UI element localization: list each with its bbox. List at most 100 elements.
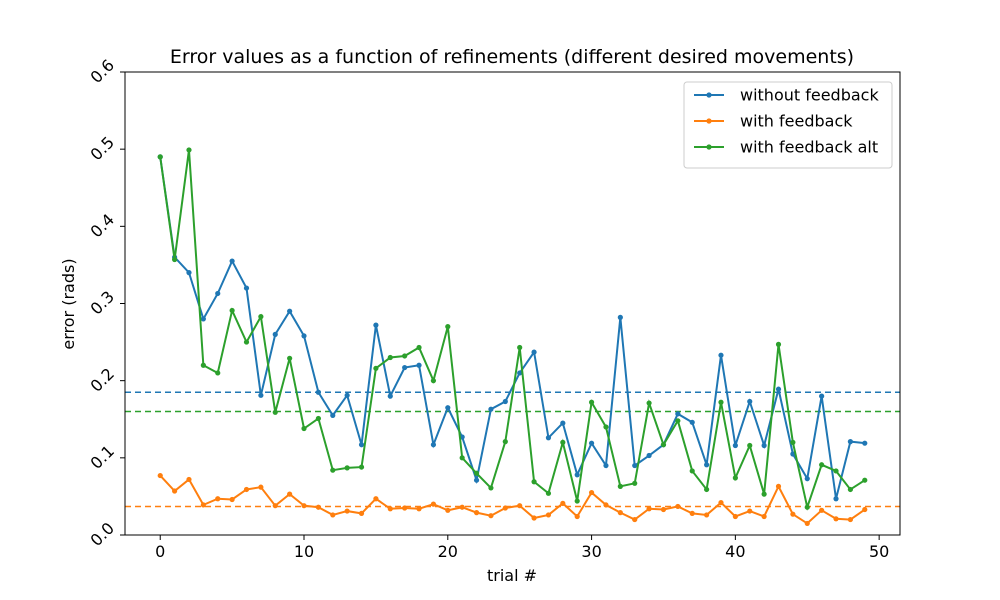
data-point — [545, 490, 552, 496]
data-point — [775, 341, 782, 347]
legend-label: without feedback — [740, 86, 879, 105]
y-tick-label: 0.4 — [87, 210, 118, 241]
data-point — [732, 475, 738, 481]
data-point — [632, 480, 638, 486]
data-point — [819, 507, 825, 513]
data-point — [330, 412, 336, 418]
data-point — [732, 442, 738, 449]
data-point — [445, 507, 451, 513]
data-point — [287, 355, 293, 361]
data-point — [358, 510, 365, 516]
data-point — [258, 392, 264, 398]
data-point — [358, 464, 365, 470]
data-point — [847, 516, 853, 523]
series-line-1 — [159, 474, 866, 525]
data-point — [186, 270, 192, 276]
data-point — [704, 486, 710, 493]
data-point — [603, 462, 609, 469]
y-tick-label: 0.6 — [87, 56, 118, 87]
data-point — [315, 389, 321, 395]
data-point — [243, 339, 250, 345]
series-line-0 — [159, 156, 865, 499]
data-point — [747, 398, 753, 405]
data-point — [574, 498, 580, 504]
data-point — [747, 442, 753, 449]
legend-marker — [706, 144, 712, 150]
data-point — [617, 483, 623, 489]
legend-label: with feedback alt — [740, 138, 878, 157]
legend-marker — [706, 92, 712, 98]
data-point — [646, 452, 652, 459]
data-point — [172, 488, 178, 494]
y-axis-label: error (rads) — [59, 258, 78, 349]
data-point — [862, 440, 868, 446]
data-point — [588, 440, 595, 446]
data-point — [689, 419, 695, 425]
data-point — [646, 506, 652, 512]
data-point — [387, 354, 393, 361]
data-point — [186, 147, 192, 153]
series-line-2 — [159, 149, 866, 511]
data-point — [574, 472, 580, 478]
data-point — [430, 442, 437, 448]
data-point — [660, 506, 667, 513]
data-point — [344, 392, 350, 398]
data-point — [157, 472, 163, 479]
data-point — [200, 316, 206, 322]
data-point — [660, 442, 667, 448]
data-point — [258, 484, 264, 490]
data-point — [790, 511, 796, 517]
data-point — [229, 258, 235, 264]
data-point — [804, 476, 810, 482]
data-point — [473, 477, 480, 483]
data-point — [517, 370, 523, 376]
x-tick-label: 30 — [581, 542, 601, 561]
legend-label: with feedback — [740, 112, 853, 131]
data-point — [229, 496, 235, 503]
data-point — [258, 314, 264, 320]
data-point — [459, 455, 465, 461]
legend-marker — [706, 118, 712, 124]
data-point — [502, 398, 508, 405]
data-point — [215, 370, 221, 376]
data-point — [502, 439, 508, 445]
data-point — [704, 462, 710, 468]
data-point — [373, 496, 379, 502]
data-point — [531, 479, 537, 485]
data-point — [502, 505, 508, 511]
data-point — [819, 462, 825, 468]
data-point — [617, 314, 623, 320]
data-point — [833, 516, 839, 522]
y-tick-label: 0.5 — [87, 133, 118, 164]
data-point — [718, 499, 724, 506]
data-point — [632, 462, 638, 469]
data-point — [632, 516, 638, 523]
data-point — [675, 503, 681, 510]
data-point — [761, 513, 767, 520]
data-point — [488, 406, 494, 412]
data-point — [833, 496, 839, 502]
data-point — [574, 513, 580, 520]
data-point — [588, 489, 595, 496]
data-point — [387, 393, 393, 399]
data-point — [387, 506, 393, 512]
data-point — [545, 512, 552, 518]
data-point — [488, 513, 494, 519]
data-point — [243, 486, 250, 493]
data-point — [588, 399, 595, 405]
data-point — [344, 465, 350, 471]
data-point — [215, 290, 221, 297]
data-point — [531, 349, 537, 355]
data-point — [862, 506, 868, 513]
y-tick-label: 0.0 — [87, 519, 118, 550]
data-point — [761, 442, 767, 449]
data-point — [215, 496, 221, 502]
data-point — [819, 393, 825, 399]
data-point — [402, 505, 408, 511]
data-point — [804, 520, 810, 527]
data-point — [157, 154, 163, 160]
data-point — [445, 405, 451, 411]
data-point — [402, 353, 408, 359]
data-point — [732, 513, 738, 520]
data-point — [330, 467, 336, 473]
